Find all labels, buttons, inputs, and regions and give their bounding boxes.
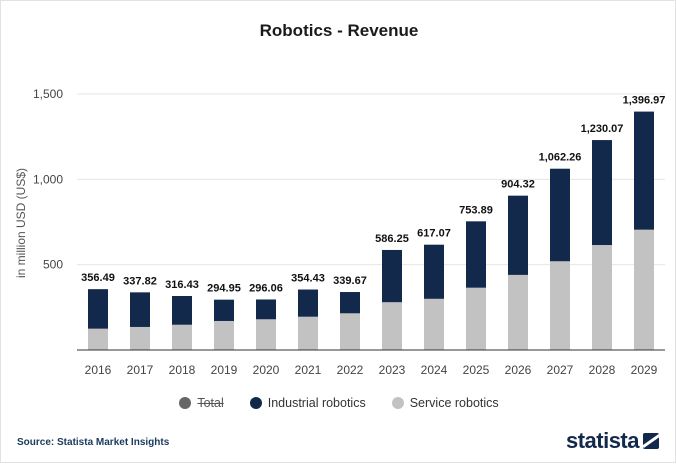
- legend-item-service[interactable]: Service robotics: [391, 396, 499, 410]
- x-tick-label: 2020: [253, 363, 280, 377]
- bar-industrial-2019[interactable]: [214, 299, 234, 321]
- bar-service-2022[interactable]: [340, 313, 360, 350]
- data-label-total: 586.25: [375, 233, 409, 245]
- bar-service-2027[interactable]: [550, 261, 570, 350]
- legend-label-service: Service robotics: [409, 396, 499, 410]
- x-axis-ticks: 2016 2017 2018 2019 2020 2021 2022 2023 2024 2025…: [85, 363, 658, 377]
- y-axis-label: in million USD (US$): [14, 168, 28, 278]
- bar-service-2028[interactable]: [592, 245, 612, 350]
- data-label-total: 356.49: [81, 272, 115, 284]
- data-label-total: 904.32: [501, 179, 535, 191]
- legend-label-industrial: Industrial robotics: [267, 396, 366, 410]
- bar-industrial-2027[interactable]: [550, 168, 570, 262]
- data-label-total: 753.89: [459, 204, 493, 216]
- data-label-total: 337.82: [123, 275, 157, 287]
- bar-industrial-2016[interactable]: [88, 289, 108, 329]
- bar-industrial-2029[interactable]: [634, 111, 654, 230]
- x-tick-label: 2024: [421, 363, 448, 377]
- x-tick-label: 2023: [379, 363, 406, 377]
- statista-logo[interactable]: statista: [566, 428, 659, 454]
- x-tick-label: 2029: [631, 363, 658, 377]
- bar-industrial-2020[interactable]: [256, 299, 276, 320]
- data-label-total: 316.43: [165, 279, 199, 291]
- bars: [88, 111, 654, 350]
- legend-item-industrial[interactable]: Industrial robotics: [249, 396, 366, 410]
- bar-industrial-2024[interactable]: [424, 244, 444, 299]
- legend-dot-icon: [249, 397, 262, 409]
- x-tick-label: 2021: [295, 363, 322, 377]
- bar-industrial-2022[interactable]: [340, 292, 360, 314]
- bar-service-2017[interactable]: [130, 326, 150, 350]
- x-tick-label: 2022: [337, 363, 364, 377]
- chart-title: Robotics - Revenue: [259, 21, 419, 40]
- y-tick-label: 500: [43, 258, 63, 272]
- bar-industrial-2026[interactable]: [508, 195, 528, 275]
- x-tick-label: 2025: [463, 363, 490, 377]
- bar-service-2023[interactable]: [382, 302, 402, 350]
- data-label-total: 617.07: [417, 228, 451, 240]
- bar-industrial-2017[interactable]: [130, 292, 150, 327]
- x-tick-label: 2027: [547, 363, 574, 377]
- data-label-total: 1,062.26: [539, 152, 582, 164]
- legend-item-total[interactable]: Total: [179, 396, 224, 410]
- data-labels: 356.49 337.82 316.43 294.95 296.06 354.43 339.…: [81, 95, 665, 295]
- bar-industrial-2018[interactable]: [172, 295, 192, 325]
- x-tick-label: 2018: [169, 363, 196, 377]
- bar-service-2018[interactable]: [172, 324, 192, 350]
- bar-service-2019[interactable]: [214, 320, 234, 350]
- x-tick-label: 2026: [505, 363, 532, 377]
- y-axis-ticks: 500 1,000 1,500: [33, 87, 63, 272]
- bar-service-2024[interactable]: [424, 298, 444, 350]
- x-tick-label: 2019: [211, 363, 238, 377]
- bar-industrial-2025[interactable]: [466, 221, 486, 288]
- bar-service-2020[interactable]: [256, 319, 276, 350]
- data-label-total: 294.95: [207, 283, 241, 295]
- data-label-total: 339.67: [333, 275, 367, 287]
- y-tick-label: 1,000: [33, 172, 63, 186]
- data-label-total: 296.06: [249, 282, 283, 294]
- legend: Total Industrial robotics Service roboti…: [1, 396, 676, 410]
- x-tick-label: 2028: [589, 363, 616, 377]
- bar-service-2025[interactable]: [466, 287, 486, 350]
- statista-logo-icon: [643, 433, 659, 449]
- x-tick-label: 2016: [85, 363, 112, 377]
- x-tick-label: 2017: [127, 363, 154, 377]
- data-label-total: 354.43: [291, 273, 325, 285]
- gridlines: [77, 93, 665, 266]
- bar-service-2029[interactable]: [634, 229, 654, 350]
- data-label-total: 1,230.07: [581, 123, 624, 135]
- bar-service-2016[interactable]: [88, 328, 108, 350]
- legend-dot-icon: [391, 397, 404, 409]
- brand-name: statista: [565, 428, 640, 453]
- y-tick-label: 1,500: [33, 87, 63, 101]
- bar-industrial-2021[interactable]: [298, 289, 318, 317]
- source-note: Source: Statista Market Insights: [17, 437, 170, 448]
- data-label-total: 1,396.97: [623, 95, 666, 107]
- legend-label-total: Total: [197, 396, 224, 410]
- bar-industrial-2028[interactable]: [592, 140, 612, 246]
- legend-dot-icon: [179, 397, 192, 409]
- bar-industrial-2023[interactable]: [382, 249, 402, 303]
- bar-service-2021[interactable]: [298, 316, 318, 350]
- bar-service-2026[interactable]: [508, 274, 528, 350]
